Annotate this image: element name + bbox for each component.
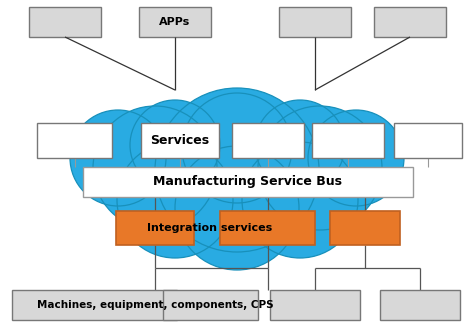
Circle shape [130, 100, 220, 190]
Bar [279, 7, 351, 37]
Circle shape [175, 146, 299, 270]
Bar [12, 290, 177, 320]
Bar [116, 211, 194, 245]
Bar [394, 122, 462, 158]
Bar [139, 7, 211, 37]
Circle shape [258, 106, 382, 230]
Bar [374, 7, 446, 37]
Bar [232, 122, 304, 158]
Circle shape [255, 100, 345, 190]
Circle shape [70, 110, 166, 206]
Circle shape [93, 106, 217, 230]
Circle shape [308, 110, 404, 206]
Bar [164, 290, 258, 320]
Bar [380, 290, 460, 320]
Circle shape [242, 142, 358, 258]
Text: Machines, equipment, components, CPS: Machines, equipment, components, CPS [36, 300, 273, 310]
Bar [330, 211, 400, 245]
Bar [29, 7, 101, 37]
Bar [270, 290, 360, 320]
Text: APPs: APPs [159, 17, 191, 27]
Bar [141, 122, 219, 158]
Text: Manufacturing Service Bus: Manufacturing Service Bus [154, 175, 343, 188]
Bar [83, 167, 413, 197]
Circle shape [155, 88, 319, 252]
Bar [220, 211, 316, 245]
Text: Services: Services [150, 133, 210, 147]
Bar [312, 122, 384, 158]
Text: Integration services: Integration services [147, 223, 273, 233]
Circle shape [117, 142, 233, 258]
Circle shape [182, 93, 292, 203]
Bar [37, 122, 112, 158]
